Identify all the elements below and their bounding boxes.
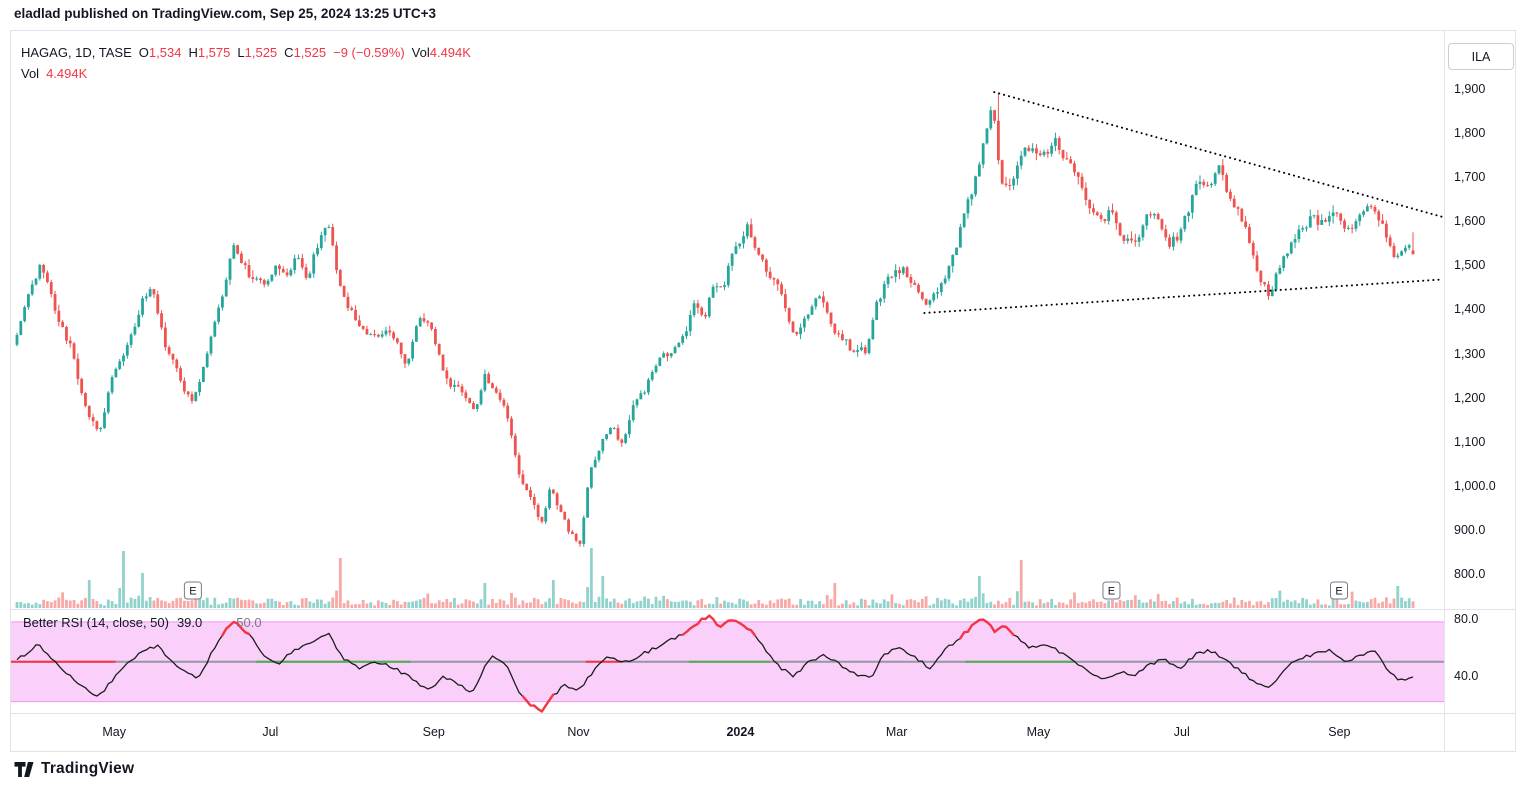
price-axis[interactable]: 1,900 1,800 1,700 1,600 1,500 1,400 1,300 1,200… (1444, 31, 1515, 753)
svg-text:E: E (1108, 586, 1115, 598)
time-tick-label: Jul (262, 725, 279, 739)
earnings-marker[interactable]: E (183, 581, 202, 600)
time-tick-label: May (1026, 725, 1051, 739)
trendline[interactable] (993, 91, 1444, 218)
tradingview-logo-icon (14, 761, 34, 777)
rsi-extreme-segment (221, 620, 251, 637)
time-axis-separator (11, 713, 1515, 714)
earnings-marker[interactable]: E (1330, 581, 1349, 600)
tradingview-wordmark: TradingView (41, 760, 135, 777)
price-tick-label: 1,900 (1454, 82, 1486, 96)
publish-info: eladlad published on TradingView.com, Se… (14, 6, 437, 21)
time-tick-label: Nov (567, 725, 590, 739)
price-tick-label: 1,400 (1454, 302, 1486, 317)
rsi-tick-label: 80.0 (1454, 612, 1479, 626)
svg-text:E: E (1335, 586, 1342, 598)
time-tick-label: Sep (1328, 725, 1351, 739)
price-tick-label: 1,700 (1454, 170, 1486, 185)
currency-unit-button[interactable]: ILA (1448, 43, 1514, 70)
price-tick-label: 1,300 (1454, 346, 1486, 361)
volume-bars (15, 548, 1415, 608)
price-tick-label: 1,100 (1454, 434, 1486, 449)
pane-separator[interactable] (11, 609, 1515, 610)
time-tick-label: Sep (422, 725, 445, 739)
time-tick-label: 2024 (726, 725, 755, 739)
time-tick-label: Jul (1173, 725, 1190, 739)
svg-text:E: E (189, 586, 196, 598)
price-tick-label: 800.0 (1454, 567, 1486, 581)
time-tick-label: Mar (885, 725, 908, 739)
candles (15, 92, 1415, 547)
price-tick-label: 900.0 (1454, 522, 1486, 537)
rsi-extreme-segment (521, 693, 555, 714)
price-tick-label: 1,800 (1454, 126, 1486, 141)
rsi-extreme-segment (959, 618, 1015, 640)
earnings-marker[interactable]: E (1102, 581, 1121, 600)
rsi-extreme-segment (681, 614, 757, 637)
price-tick-label: 1,000.0 (1454, 478, 1496, 493)
trendline[interactable] (923, 278, 1444, 314)
tradingview-footer[interactable]: TradingView (14, 760, 134, 778)
time-axis[interactable]: May Jul Sep Nov 2024 Mar May Jul Sep (11, 713, 1444, 753)
time-tick-label: May (102, 725, 126, 739)
price-tick-label: 1,600 (1454, 214, 1486, 229)
price-tick-label: 1,200 (1454, 390, 1486, 405)
price-tick-label: 1,500 (1454, 258, 1486, 273)
rsi-tick-label: 40.0 (1454, 669, 1479, 683)
price-axis-separator (1444, 31, 1445, 751)
